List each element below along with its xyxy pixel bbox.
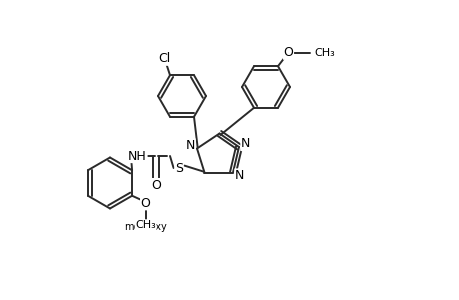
Text: O: O [140,197,150,210]
Text: NH: NH [128,149,147,163]
Text: N: N [185,139,195,152]
Text: CH₃: CH₃ [135,220,156,230]
Text: S: S [174,161,183,175]
Text: O: O [283,46,293,59]
Text: Cl: Cl [157,52,170,65]
Text: methoxy: methoxy [124,222,167,232]
Text: CH₃: CH₃ [313,48,334,58]
Text: O: O [151,178,161,192]
Text: N: N [235,169,244,182]
Text: N: N [241,137,250,151]
